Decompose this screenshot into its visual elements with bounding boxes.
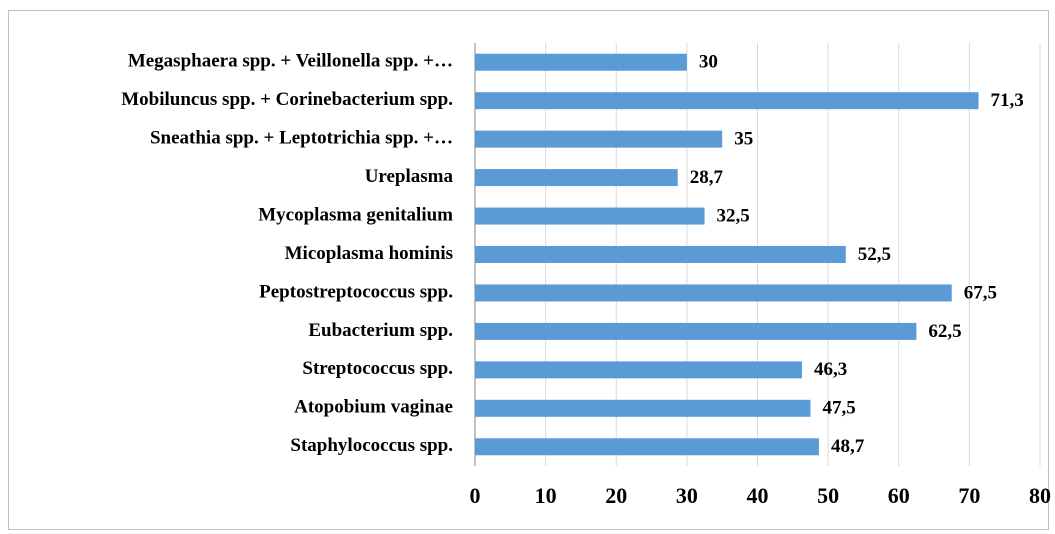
bar [475,361,802,379]
bar [475,399,811,417]
bar [475,438,819,456]
x-tick-label: 30 [676,483,698,508]
data-label: 62,5 [928,321,961,342]
y-tick-label: Sneathia spp. + Leptotrichia spp. +… [150,127,453,148]
y-tick-label: Mobiluncus spp. + Corinebacterium spp. [121,89,453,110]
bar [475,207,705,225]
data-label: 67,5 [964,282,997,303]
data-label: 52,5 [858,244,891,265]
data-label: 46,3 [814,359,847,380]
bar [475,130,723,148]
y-tick-label: Ureplasma [365,166,454,187]
bar [475,284,952,302]
x-tick-label: 40 [747,483,769,508]
x-tick-label: 70 [958,483,980,508]
data-label: 32,5 [717,205,750,226]
y-tick-label: Staphylococcus spp. [290,435,453,456]
y-tick-label: Peptostreptococcus spp. [259,281,453,302]
y-tick-label: Mycoplasma genitalium [258,204,453,225]
data-label: 48,7 [831,436,865,457]
bar [475,322,917,340]
y-tick-label: Megasphaera spp. + Veillonella spp. +… [128,51,453,72]
y-tick-label: Atopobium vaginae [294,397,453,418]
bar [475,53,687,71]
x-tick-label: 50 [817,483,839,508]
data-label: 30 [699,52,718,73]
data-label: 71,3 [991,90,1024,111]
y-tick-label: Eubacterium spp. [308,320,453,341]
y-tick-label: Streptococcus spp. [302,358,453,379]
y-tick-label: Micoplasma hominis [285,243,453,264]
data-label: 35 [734,128,753,149]
x-tick-label: 0 [470,483,481,508]
x-tick-label: 60 [888,483,910,508]
data-label: 47,5 [822,398,855,419]
data-label: 28,7 [690,167,724,188]
x-tick-label: 10 [535,483,557,508]
x-tick-label: 20 [605,483,627,508]
x-tick-label: 80 [1029,483,1051,508]
bar [475,169,678,187]
bar [475,246,846,263]
bar [475,92,979,110]
